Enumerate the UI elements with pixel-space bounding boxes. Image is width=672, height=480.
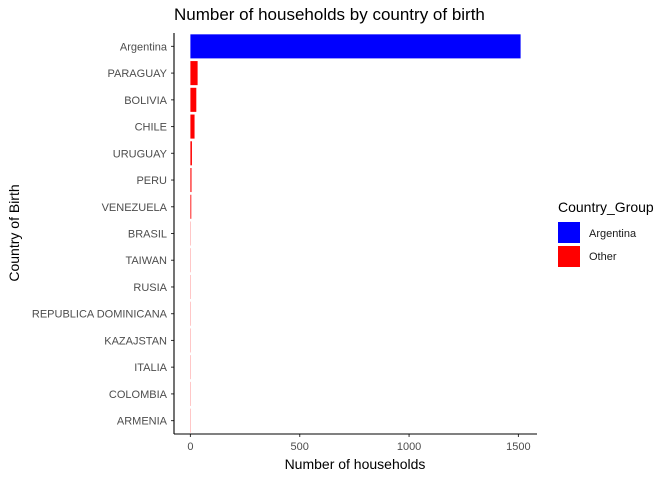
y-tick-label-brasil: BRASIL — [128, 229, 167, 241]
legend: Country_Group Argentina Other — [558, 199, 654, 267]
y-tick-label-venezuela: VENEZUELA — [102, 202, 168, 214]
legend-label-other: Other — [589, 251, 617, 263]
y-tick-label-peru: PERU — [136, 175, 167, 187]
bar-uruguay — [190, 141, 192, 166]
y-tick-label-armenia: ARMENIA — [117, 416, 168, 428]
y-tick-label-taiwan: TAIWAN — [125, 255, 167, 267]
y-axis-title: Country of Birth — [6, 184, 22, 281]
y-tick-label-republica-dominicana: REPUBLICA DOMINICANA — [32, 309, 168, 321]
bar-chile — [190, 114, 195, 139]
y-tick-label-uruguay: URUGUAY — [113, 148, 168, 160]
y-tick-label-bolivia: BOLIVIA — [124, 95, 167, 107]
x-tick-label: 1500 — [506, 441, 530, 453]
y-tick-label-kazajstan: KAZAJSTAN — [104, 335, 167, 347]
x-tick-label: 1000 — [397, 441, 421, 453]
bar-peru — [190, 168, 192, 193]
bar-paraguay — [190, 61, 198, 86]
x-axis-title: Number of households — [285, 456, 426, 472]
y-tick-label-rusia: RUSIA — [133, 282, 167, 294]
y-tick-label-colombia: COLOMBIA — [109, 389, 168, 401]
bar-bolivia — [190, 87, 197, 112]
y-tick-label-paraguay: PARAGUAY — [108, 68, 168, 80]
y-tick-label-argentina: Argentina — [120, 41, 168, 53]
y-tick-label-chile: CHILE — [135, 122, 167, 134]
y-tick-labels: Argentina PARAGUAY BOLIVIA CHILE URUGUAY PERU… — [32, 41, 174, 428]
legend-title: Country_Group — [558, 199, 654, 215]
bar-venezuela — [190, 194, 192, 219]
x-tick-label: 0 — [187, 441, 193, 453]
legend-swatch-other — [558, 246, 580, 267]
x-axis-ticks: 0 500 1000 1500 — [187, 434, 531, 453]
legend-label-argentina: Argentina — [589, 228, 637, 240]
legend-swatch-argentina — [558, 222, 580, 243]
bar-argentina — [190, 34, 521, 59]
x-tick-label: 500 — [291, 441, 309, 453]
bars — [190, 34, 521, 433]
chart-title: Number of households by country of birth — [174, 5, 485, 24]
y-tick-label-italia: ITALIA — [134, 362, 167, 374]
